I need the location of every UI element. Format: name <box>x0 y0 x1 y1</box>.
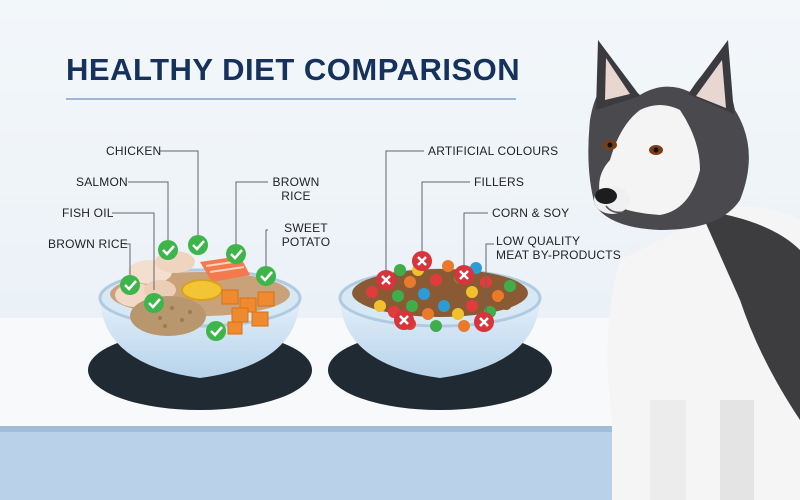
label-sweet-potato: SWEET POTATO <box>278 221 334 249</box>
label-brown-rice-left: BROWN RICE <box>48 237 128 251</box>
kibble-food <box>366 260 516 332</box>
unhealthy-leader-lines <box>385 150 494 314</box>
sweet-potato-food <box>221 289 275 335</box>
brown-rice-food <box>130 296 206 336</box>
cross-icon <box>412 251 432 271</box>
label-brown-rice-right-line1: BROWN <box>272 175 320 189</box>
label-salmon: SALMON <box>76 175 128 189</box>
page-title: HEALTHY DIET COMPARISON <box>66 52 521 87</box>
label-artificial-colours: ARTIFICIAL COLOURS <box>428 144 559 158</box>
table <box>0 318 635 500</box>
title-divider <box>66 98 516 100</box>
cross-icon <box>376 270 396 290</box>
check-icon <box>158 240 178 260</box>
label-sweet-potato-line2: POTATO <box>281 235 331 249</box>
label-corn-soy: CORN & SOY <box>492 206 570 220</box>
label-low-quality-line2: MEAT BY-PRODUCTS <box>496 248 621 262</box>
cross-icon <box>454 265 474 285</box>
cross-icon <box>394 310 414 330</box>
label-sweet-potato-line1: SWEET <box>284 221 328 235</box>
check-icons <box>120 235 276 341</box>
check-icon <box>188 235 208 255</box>
label-brown-rice-right: BROWN RICE <box>272 175 320 203</box>
label-fillers: FILLERS <box>474 175 525 189</box>
cross-icon <box>474 312 494 332</box>
check-icon <box>226 244 246 264</box>
cross-icons <box>376 251 494 332</box>
check-icon <box>256 266 276 286</box>
label-fish-oil: FISH OIL <box>62 206 114 220</box>
unhealthy-bowl <box>328 260 552 410</box>
check-icon <box>206 321 226 341</box>
label-low-quality-line1: LOW QUALITY <box>496 234 581 248</box>
check-icon <box>120 275 140 295</box>
fish-oil-food <box>181 279 223 301</box>
label-low-quality: LOW QUALITY MEAT BY-PRODUCTS <box>496 234 621 262</box>
healthy-leader-lines <box>112 150 268 290</box>
dog-illustration <box>588 40 800 500</box>
check-icon <box>144 293 164 313</box>
label-chicken: CHICKEN <box>106 144 162 158</box>
label-brown-rice-right-line2: RICE <box>281 189 311 203</box>
